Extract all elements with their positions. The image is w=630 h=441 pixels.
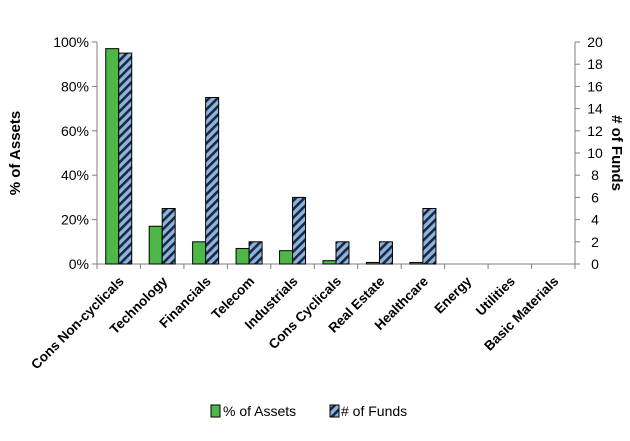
bar-pct-assets (148, 225, 163, 265)
legend-label-num-funds: # of Funds (341, 403, 407, 419)
y2-tick-label: 2 (591, 234, 599, 250)
bar-pct-assets (279, 250, 294, 265)
y2-tick-label: 20 (587, 34, 603, 50)
bar-num-funds (335, 241, 350, 265)
bar-num-funds (118, 52, 133, 265)
bar-num-funds (378, 241, 393, 265)
bar-pct-assets (235, 247, 250, 265)
legend-swatch-num-funds (329, 404, 340, 418)
y2-tick-label: 4 (591, 212, 599, 228)
legend-swatch-pct-assets (210, 404, 221, 418)
bar-num-funds (292, 196, 307, 265)
bar-pct-assets (409, 261, 424, 265)
bar-num-funds (422, 208, 437, 265)
y2-tick-label: 16 (587, 78, 603, 94)
y2-tick-label: 8 (591, 167, 599, 183)
legend-label-pct-assets: % of Assets (223, 403, 296, 419)
y-tick-label: 80% (61, 78, 89, 94)
bar-pct-assets (322, 260, 337, 265)
bar-pct-assets (192, 241, 207, 265)
y-tick-label: 60% (61, 123, 89, 139)
y-tick-label: 0% (69, 256, 89, 272)
y2-tick-label: 12 (587, 123, 603, 139)
y-tick-label: 20% (61, 212, 89, 228)
bar-num-funds (205, 97, 220, 265)
y2-tick-label: 0 (591, 256, 599, 272)
y-axis-title: % of Assets (7, 111, 24, 195)
y-tick-label: 40% (61, 167, 89, 183)
category-label: Basic Materials (481, 274, 561, 354)
y2-axis-title: # of Funds (608, 115, 625, 191)
y2-tick-label: 10 (587, 145, 603, 161)
bar-pct-assets (365, 261, 380, 265)
bar-num-funds (248, 241, 263, 265)
y2-tick-label: 18 (587, 56, 603, 72)
y-tick-label: 100% (53, 34, 89, 50)
y2-tick-label: 6 (591, 189, 599, 205)
category-label: Energy (432, 273, 475, 316)
bar-pct-assets (105, 48, 120, 265)
bar-num-funds (161, 208, 176, 265)
y2-tick-label: 14 (587, 101, 603, 117)
